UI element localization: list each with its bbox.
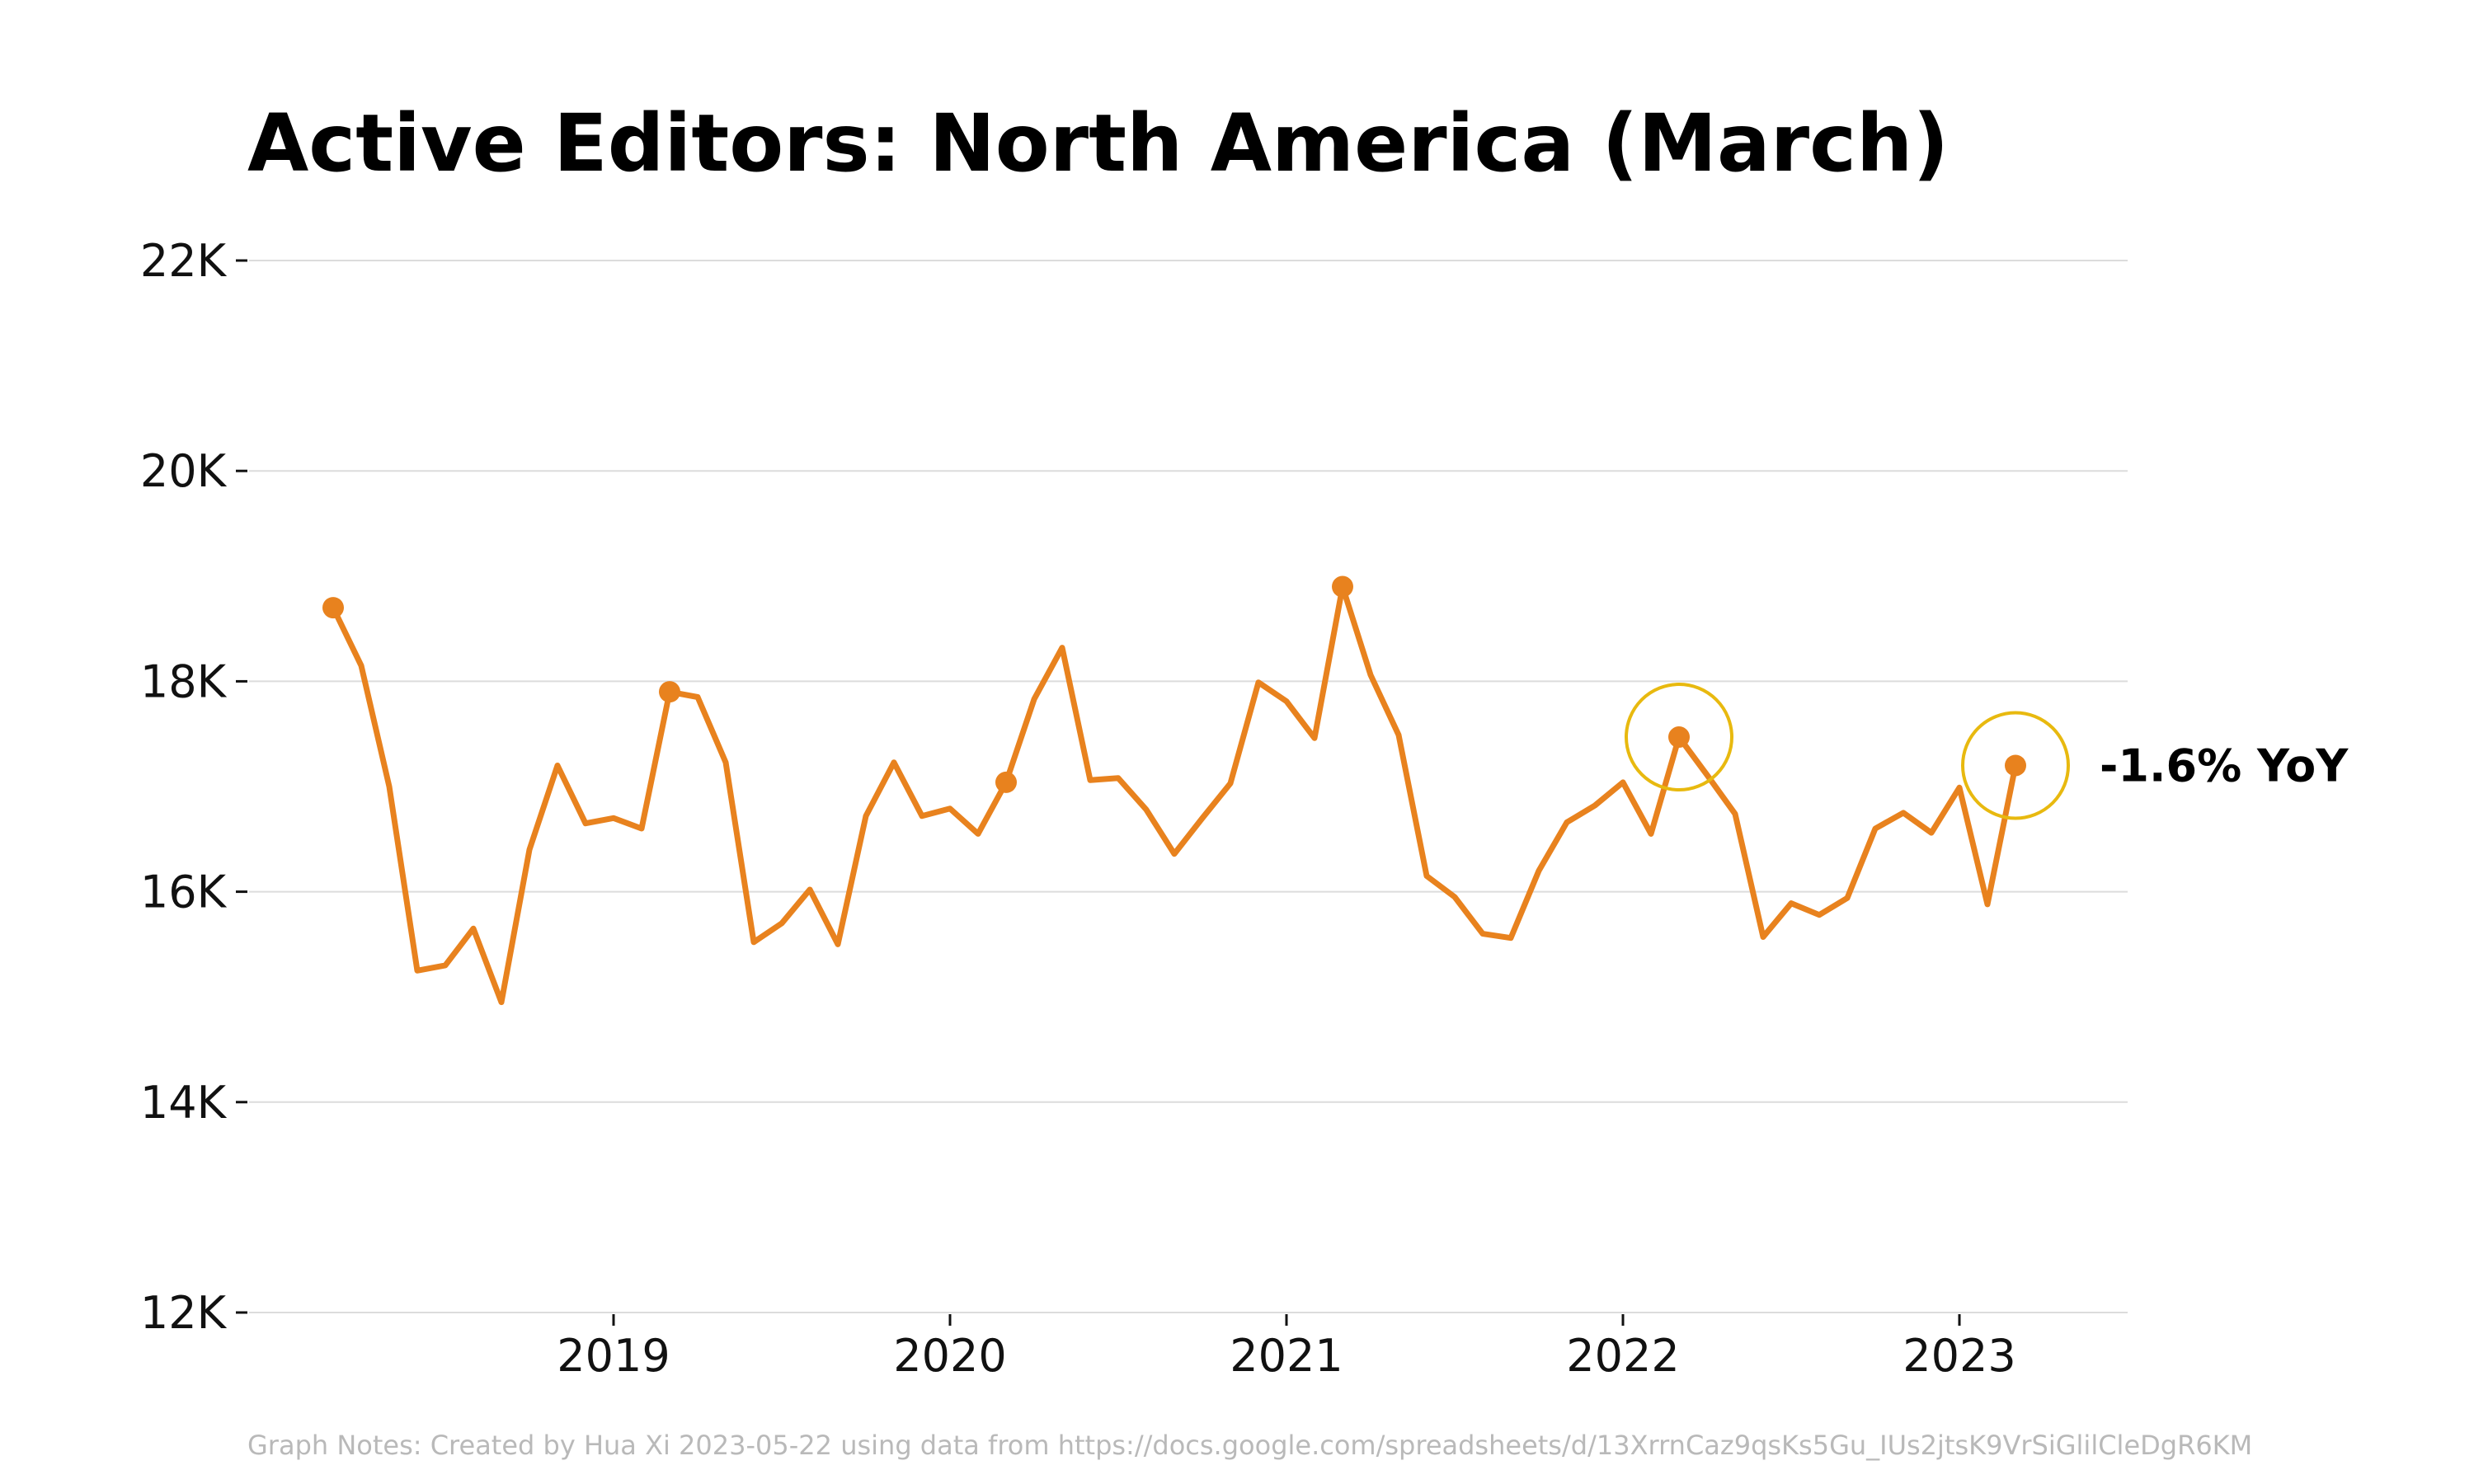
y-tick-label: 20K	[140, 445, 228, 497]
x-axis: 2019 2020 2021 2022 2023	[557, 1314, 2016, 1382]
graph-notes: Graph Notes: Created by Hua Xi 2023-05-2…	[247, 1430, 2253, 1461]
y-tick-label: 18K	[140, 655, 228, 707]
y-tick-label: 16K	[140, 866, 228, 918]
x-tick-label: 2019	[557, 1330, 670, 1382]
march-points	[322, 575, 2070, 820]
y-tick-label: 14K	[140, 1077, 228, 1129]
x-tick-label: 2023	[1903, 1330, 2015, 1382]
march-point	[659, 681, 680, 703]
y-tick-label: 12K	[140, 1287, 228, 1339]
march-point	[322, 597, 344, 619]
y-tick-label: 22K	[140, 235, 228, 287]
march-point	[1332, 575, 1353, 598]
series-path	[330, 584, 2019, 1006]
x-tick-label: 2020	[893, 1330, 1006, 1382]
march-point	[2005, 754, 2026, 777]
chart-title: Active Editors: North America (March)	[247, 97, 1950, 190]
y-axis: 12K 14K 16K 18K 20K 22K	[140, 235, 247, 1339]
highlight-circle	[1625, 683, 1733, 792]
march-point	[1668, 726, 1690, 749]
march-point	[995, 771, 1017, 793]
yoy-annotation: -1.6% YoY	[2100, 740, 2349, 791]
x-tick-label: 2022	[1566, 1330, 1679, 1382]
series-line	[330, 584, 2019, 1006]
annotations: -1.6% YoY	[2100, 740, 2349, 791]
highlight-circle	[1961, 711, 2070, 820]
gridlines	[249, 260, 2128, 1313]
x-tick-label: 2021	[1230, 1330, 1343, 1382]
